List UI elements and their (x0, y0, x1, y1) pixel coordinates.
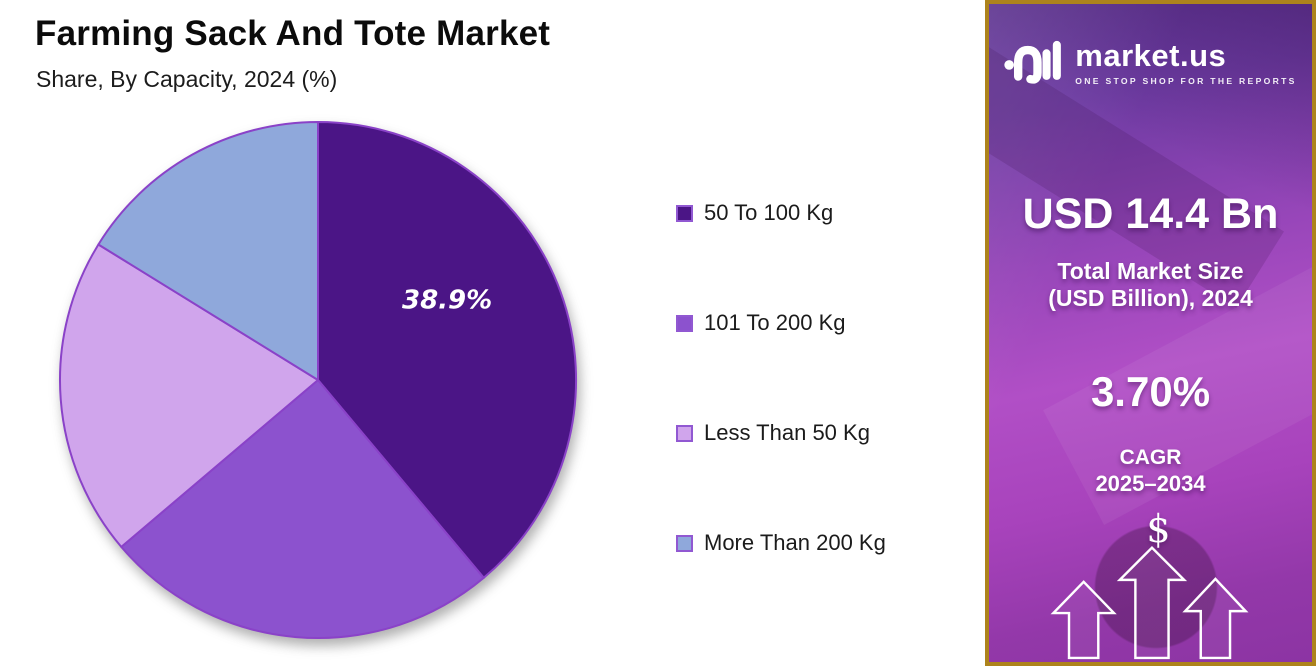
pie-slice-2 (58, 243, 319, 548)
pie-chart-svg: 38.9% (58, 121, 578, 639)
cagr-label: CAGR (1119, 446, 1182, 469)
legend-swatch-icon (676, 534, 693, 552)
growth-arrow-middle-icon (1116, 545, 1188, 660)
marketus-logo-icon (1004, 40, 1062, 84)
pie-slice-3 (97, 121, 319, 381)
legend-item: 101 To 200 Kg (676, 310, 886, 336)
logo-text: market.us ONE STOP SHOP FOR THE REPORTS (1075, 40, 1296, 86)
promo-sidebar: market.us ONE STOP SHOP FOR THE REPORTS … (985, 0, 1316, 666)
legend-item: More Than 200 Kg (676, 530, 886, 556)
legend-label: Less Than 50 Kg (704, 420, 870, 445)
chart-subtitle: Share, By Capacity, 2024 (%) (36, 66, 338, 92)
cagr-value: 3.70% (1090, 368, 1211, 415)
dollar-icon: $ (1146, 507, 1171, 551)
pie-data-label: 38.9% (402, 285, 492, 315)
legend-label: 101 To 200 Kg (704, 310, 846, 335)
brand-logo: market.us ONE STOP SHOP FOR THE REPORTS (989, 34, 1312, 92)
brand-tagline: ONE STOP SHOP FOR THE REPORTS (1075, 75, 1297, 86)
growth-arrow-right-icon (1182, 577, 1249, 660)
market-size-label: (USD Billion), 2024 (1048, 285, 1253, 311)
chart-panel: Farming Sack And Tote Market Share, By C… (35, 14, 886, 639)
legend-swatch-icon (676, 424, 693, 442)
pie-slice-1 (120, 379, 485, 639)
pie-slice-0 (317, 121, 578, 579)
legend-label: 50 To 100 Kg (704, 200, 834, 225)
legend-swatch-icon (676, 314, 693, 332)
brand-name: market.us (1075, 38, 1227, 74)
legend-label: More Than 200 Kg (704, 530, 886, 555)
page-title: Farming Sack And Tote Market (35, 14, 551, 53)
cagr-period: 2025–2034 (1095, 471, 1206, 496)
market-size-value: USD 14.4 Bn (1022, 190, 1279, 238)
growth-arrows (1050, 545, 1249, 660)
growth-arrow-left-icon (1050, 580, 1117, 660)
legend-item: 50 To 100 Kg (676, 200, 886, 226)
market-size-label: Total Market Size (1057, 258, 1244, 284)
legend: 50 To 100 Kg 101 To 200 Kg Less Than 50 … (676, 200, 886, 556)
legend-swatch-icon (676, 204, 693, 222)
legend-item: Less Than 50 Kg (676, 420, 886, 446)
